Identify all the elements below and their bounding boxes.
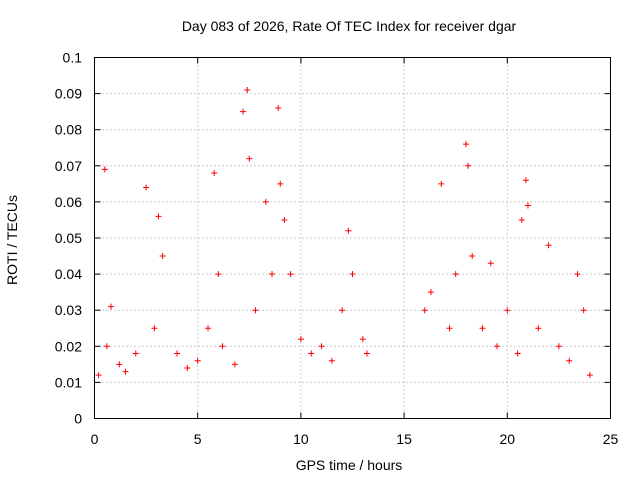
data-point xyxy=(566,357,573,364)
data-point xyxy=(545,242,552,249)
data-point xyxy=(345,227,352,234)
data-point xyxy=(143,184,150,191)
data-point xyxy=(194,357,201,364)
data-point xyxy=(493,343,500,350)
data-point xyxy=(246,155,253,162)
y-tick-label: 0.1 xyxy=(63,50,83,66)
data-point xyxy=(151,325,158,332)
data-point xyxy=(504,307,511,314)
data-point xyxy=(184,364,191,371)
data-point xyxy=(535,325,542,332)
x-tick-label: 0 xyxy=(91,431,99,447)
data-point xyxy=(487,260,494,267)
data-point xyxy=(262,198,269,205)
data-points xyxy=(95,86,593,379)
gridlines xyxy=(94,57,611,419)
y-tick-label: 0.02 xyxy=(55,338,82,354)
y-tick-label: 0.09 xyxy=(55,86,82,102)
y-tick-label: 0.05 xyxy=(55,230,82,246)
data-point xyxy=(101,166,108,173)
data-point xyxy=(116,361,123,368)
data-point xyxy=(522,177,529,184)
data-point xyxy=(308,350,315,357)
plot-frame xyxy=(94,57,611,419)
data-point xyxy=(297,336,304,343)
data-point xyxy=(95,372,102,379)
data-point xyxy=(275,105,282,112)
y-tick-label: 0.06 xyxy=(55,194,82,210)
chart-title: Day 083 of 2026, Rate Of TEC Index for r… xyxy=(182,18,517,34)
y-tick-label: 0.01 xyxy=(55,374,82,390)
data-point xyxy=(452,271,459,278)
data-point xyxy=(465,162,472,169)
data-point xyxy=(574,271,581,278)
x-tick-label: 25 xyxy=(603,431,619,447)
data-point xyxy=(427,289,434,296)
data-point xyxy=(518,216,525,223)
data-point xyxy=(586,372,593,379)
data-point xyxy=(159,253,166,260)
data-point xyxy=(240,108,247,115)
x-tick-label: 20 xyxy=(500,431,516,447)
data-point xyxy=(211,170,218,177)
data-point xyxy=(122,368,129,375)
data-point xyxy=(463,141,470,148)
data-point xyxy=(514,350,521,357)
data-point xyxy=(287,271,294,278)
data-point xyxy=(132,350,139,357)
x-tick-label: 10 xyxy=(293,431,309,447)
y-axis-label: ROTI / TECUs xyxy=(4,195,20,285)
y-tick-label: 0 xyxy=(74,411,82,427)
data-point xyxy=(363,350,370,357)
data-point xyxy=(205,325,212,332)
data-point xyxy=(269,271,276,278)
data-point xyxy=(421,307,428,314)
data-point xyxy=(103,343,110,350)
data-point xyxy=(277,180,284,187)
data-point xyxy=(349,271,356,278)
data-point xyxy=(215,271,222,278)
data-point xyxy=(446,325,453,332)
data-point xyxy=(524,202,531,209)
data-point xyxy=(281,216,288,223)
data-point xyxy=(438,180,445,187)
data-point xyxy=(219,343,226,350)
data-point xyxy=(555,343,562,350)
data-point xyxy=(108,303,115,310)
data-point xyxy=(318,343,325,350)
axis-ticks xyxy=(94,57,611,419)
x-tick-label: 5 xyxy=(194,431,202,447)
data-point xyxy=(469,253,476,260)
data-point xyxy=(328,357,335,364)
data-point xyxy=(580,307,587,314)
data-point xyxy=(155,213,162,220)
y-tick-label: 0.04 xyxy=(55,266,82,282)
data-point xyxy=(174,350,181,357)
y-tick-label: 0.07 xyxy=(55,158,82,174)
data-point xyxy=(479,325,486,332)
x-axis-label: GPS time / hours xyxy=(296,457,403,473)
data-point xyxy=(359,336,366,343)
y-tick-label: 0.03 xyxy=(55,302,82,318)
data-point xyxy=(339,307,346,314)
x-tick-labels: 0 5 10 15 20 25 xyxy=(91,431,619,447)
data-point xyxy=(244,86,251,93)
y-tick-label: 0.08 xyxy=(55,122,82,138)
data-point xyxy=(231,361,238,368)
y-tick-labels: 0 0.01 0.02 0.03 0.04 0.05 0.06 0.07 0.08 0.09 0.1 xyxy=(55,50,82,427)
data-point xyxy=(252,307,259,314)
x-tick-label: 15 xyxy=(396,431,412,447)
